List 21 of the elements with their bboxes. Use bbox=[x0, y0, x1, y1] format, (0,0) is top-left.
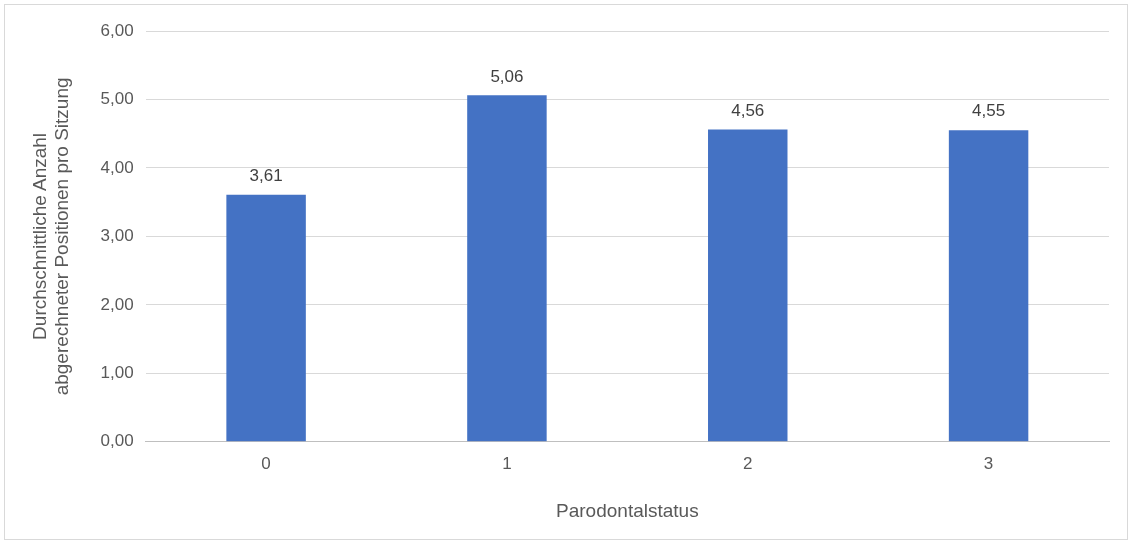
bar bbox=[948, 130, 1029, 442]
x-tick-label: 0 bbox=[261, 453, 271, 473]
data-label: 4,56 bbox=[731, 100, 765, 120]
bar bbox=[467, 95, 547, 442]
data-label: 3,61 bbox=[249, 165, 283, 185]
bar bbox=[226, 194, 306, 442]
y-tick-label: 1,00 bbox=[100, 363, 134, 383]
y-axis-title: Durchschnittliche Anzahl abgerechneter Positionen pro Sitzung bbox=[28, 77, 73, 396]
bar bbox=[708, 129, 788, 442]
y-tick-label: 0,00 bbox=[100, 431, 134, 451]
x-tick-label: 1 bbox=[502, 453, 512, 473]
x-tick-label: 2 bbox=[743, 453, 753, 473]
y-tick-label: 6,00 bbox=[100, 20, 134, 40]
y-tick-label: 5,00 bbox=[100, 89, 134, 109]
y-tick-label: 2,00 bbox=[100, 294, 134, 314]
data-label: 4,55 bbox=[972, 101, 1006, 121]
x-tick-label: 3 bbox=[983, 453, 994, 473]
y-tick-label: 4,00 bbox=[100, 157, 134, 177]
y-tick-label: 3,00 bbox=[100, 226, 134, 246]
x-axis-title: Parodontalstatus bbox=[556, 499, 699, 521]
data-label: 5,06 bbox=[490, 66, 524, 86]
